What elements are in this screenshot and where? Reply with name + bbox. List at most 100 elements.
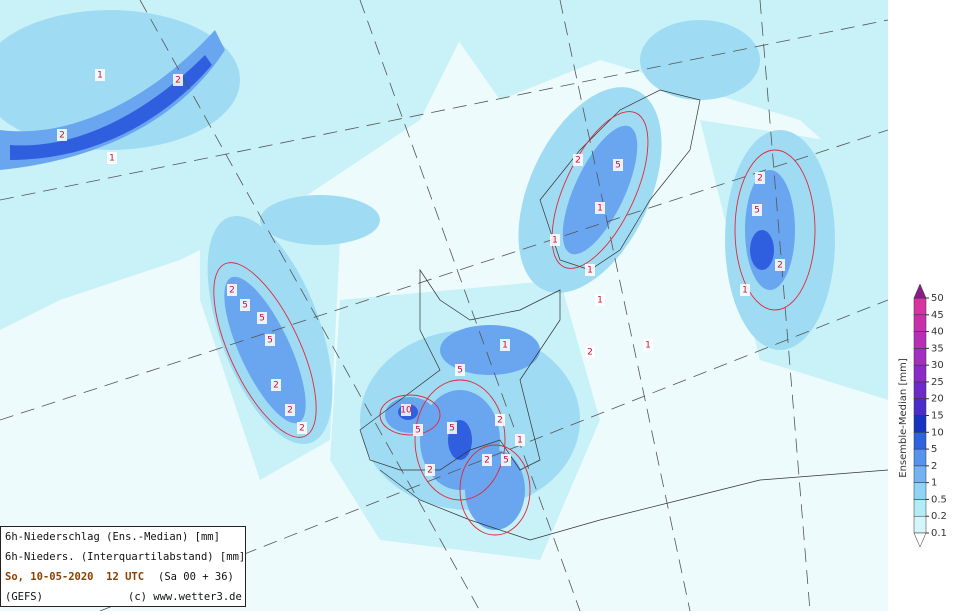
contour-label: 2 <box>427 466 433 476</box>
contour-label: 10 <box>400 406 412 416</box>
legend-top-arrow <box>913 283 927 299</box>
contour-label: 2 <box>299 424 305 434</box>
legend-tick-label: 10 <box>931 427 944 438</box>
legend-swatch <box>913 482 927 500</box>
legend-swatch <box>913 465 927 483</box>
contour-label: 1 <box>597 296 603 306</box>
info-line: 6h-Niederschlag (Ens.-Median) [mm] <box>5 531 220 543</box>
contour-label: 2 <box>777 261 783 271</box>
legend-swatch <box>913 398 927 416</box>
contour-label-bg <box>455 364 465 376</box>
contour-label-bg <box>173 74 183 86</box>
contour-label-bg <box>515 434 525 446</box>
contour-label-bg <box>500 339 510 351</box>
contour-label: 2 <box>59 131 65 141</box>
legend-tick-label: 25 <box>931 377 944 388</box>
legend-bottom-arrow <box>913 532 927 548</box>
contour-label: 2 <box>757 174 763 184</box>
contour-label-bg <box>297 422 307 434</box>
contour-label-bg <box>755 172 765 184</box>
contour-label: 1 <box>502 341 508 351</box>
contour-label: 2 <box>484 456 490 466</box>
legend-swatch <box>913 314 927 332</box>
contour-label: 5 <box>267 336 273 346</box>
contour-label: 1 <box>742 286 748 296</box>
info-date: So, 10-05-2020 12 UTC <box>5 571 144 583</box>
contour-label-bg <box>285 404 295 416</box>
legend-title: Ensemble-Median [mm] <box>898 358 909 478</box>
contour-label-bg <box>240 299 250 311</box>
info-run: (Sa 00 + 36) <box>158 571 234 583</box>
contour-label: 1 <box>517 436 523 446</box>
legend-swatch <box>913 499 927 517</box>
contour-label: 5 <box>457 366 463 376</box>
info-box-frame <box>0 526 246 607</box>
contour-label-bg <box>257 312 267 324</box>
legend-swatch <box>913 364 927 383</box>
contour-label: 5 <box>415 426 421 436</box>
contour-label-bg <box>775 259 785 271</box>
legend-tick-label: 1 <box>931 478 937 489</box>
contour-label-bg <box>550 234 560 246</box>
info-line: 6h-Nieders. (Interquartilabstand) [mm] <box>5 551 245 563</box>
contour-label: 1 <box>552 236 558 246</box>
contour-label-bg <box>425 464 435 476</box>
contour-label-bg <box>495 414 505 426</box>
legend-swatch <box>913 415 927 433</box>
contour-label-bg <box>447 422 457 434</box>
info-model: (GEFS) <box>5 591 43 603</box>
contour-label-bg <box>107 152 117 164</box>
contour-label-bg <box>752 204 762 216</box>
contour-lines <box>213 111 816 536</box>
legend-tick-label: 2 <box>931 461 937 472</box>
contour-label: 5 <box>615 161 621 171</box>
contour-label-bg <box>482 454 492 466</box>
legend-swatch <box>913 448 927 467</box>
info-credit: (c) www.wetter3.de <box>128 591 242 603</box>
contour-label-bg <box>401 404 411 416</box>
contour-label-bg <box>585 264 595 276</box>
contour-label-bg <box>265 334 275 346</box>
legend-tick-label: 15 <box>931 411 944 422</box>
contour-label: 1 <box>97 71 103 81</box>
legend-swatch <box>913 348 927 366</box>
legend-swatch <box>913 297 927 316</box>
contour-label-bg <box>613 159 623 171</box>
contour-label-bg <box>573 154 583 166</box>
legend-swatch <box>913 381 927 399</box>
legend-tick-label: 0.2 <box>931 511 947 522</box>
contour-label: 2 <box>229 286 235 296</box>
contour-label: 5 <box>259 314 265 324</box>
contour-label: 2 <box>575 156 581 166</box>
legend-tick-label: 0.5 <box>931 494 947 505</box>
contour-label: 1 <box>109 154 115 164</box>
contour-label: 2 <box>287 406 293 416</box>
legend-swatch <box>913 432 927 450</box>
contour-label: 2 <box>497 416 503 426</box>
info-box: 6h-Niederschlag (Ens.-Median) [mm] 6h-Ni… <box>0 526 246 607</box>
contour-label: 2 <box>175 76 181 86</box>
legend-tick-label: 45 <box>931 310 944 321</box>
legend-tick-label: 40 <box>931 327 944 338</box>
contour-label: 1 <box>587 266 593 276</box>
contour-label: 1 <box>645 341 651 351</box>
contour-label-bg <box>595 202 605 214</box>
contour-label-bg <box>643 339 653 351</box>
legend-tick-label: 30 <box>931 360 944 371</box>
contour-label: 5 <box>503 456 509 466</box>
contour-label-bg <box>271 379 281 391</box>
legend-tick-label: 35 <box>931 343 944 354</box>
legend-swatch <box>913 515 927 534</box>
contour-label: 5 <box>242 301 248 311</box>
legend-tick-label: 5 <box>931 444 937 455</box>
contour-label: 2 <box>273 381 279 391</box>
graticule <box>0 0 888 611</box>
contour-label-bg <box>501 454 511 466</box>
contour-label: 5 <box>754 206 760 216</box>
legend-tick-label: 0.1 <box>931 528 947 539</box>
